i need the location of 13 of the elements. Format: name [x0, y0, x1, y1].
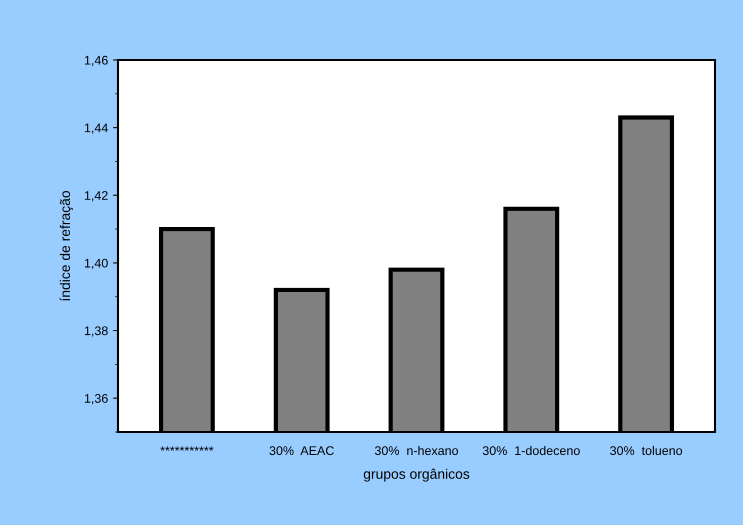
- x-tick-label: 30% n-hexano: [374, 446, 458, 456]
- y-tick-label: 1,44: [84, 124, 108, 134]
- x-tick-label: ***********: [160, 446, 214, 451]
- y-tick-label: 1,40: [84, 258, 108, 270]
- x-axis-title: grupos orgânicos: [364, 468, 470, 482]
- y-tick-label: 1,38: [84, 326, 108, 337]
- y-axis-title: índice de refração: [60, 190, 73, 301]
- x-tick-label: 30% 1-dodeceno: [482, 446, 580, 456]
- y-tick-label: 1,46: [84, 56, 108, 66]
- y-tick-label: 1,42: [84, 191, 108, 202]
- y-tick-label: 1,36: [84, 394, 108, 404]
- x-tick-label: 30% tolueno: [610, 446, 682, 456]
- x-tick-label: 30% AEAC: [270, 446, 334, 456]
